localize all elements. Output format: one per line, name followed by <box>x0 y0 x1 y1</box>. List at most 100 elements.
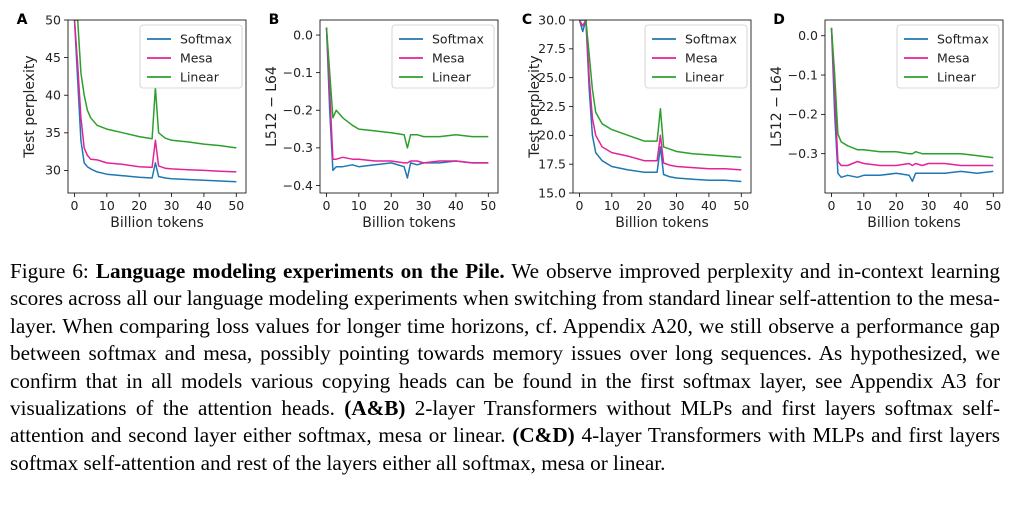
x-tick-label: 30 <box>669 198 685 213</box>
x-axis-label: Billion tokens <box>110 215 204 231</box>
y-tick-label: 45 <box>45 50 61 65</box>
chart-panel-a: A 0 10 20 30 40 50 30 35 40 45 50 Billion tokens Test… <box>0 0 252 236</box>
chart-panel-d: D 0 10 20 30 40 50 0.0 −0.1 −0.2 −0.3 Billion token… <box>757 0 1009 236</box>
y-tick-label: 50 <box>45 12 61 27</box>
figure-panels: A 0 10 20 30 40 50 30 35 40 45 50 Billion tokens Test… <box>0 0 1010 236</box>
legend-label-softmax: Softmax <box>685 32 737 47</box>
panel-letter: B <box>269 12 280 28</box>
legend-label-mesa: Mesa <box>685 51 718 66</box>
y-tick-label: 35 <box>45 125 61 140</box>
chart-svg-c: C 0 10 20 30 40 50 15.0 17.5 20.0 22.5 25.0 27.5 30.0… <box>522 12 752 231</box>
y-tick-label: 15.0 <box>538 185 566 200</box>
x-tick-label: 10 <box>99 198 115 213</box>
y-tick-label: 25.0 <box>538 70 566 85</box>
series-line-softmax <box>578 20 742 183</box>
x-tick-label: 30 <box>416 198 432 213</box>
legend-box <box>644 24 748 89</box>
series-line-softmax <box>325 27 489 179</box>
x-tick-label: 50 <box>480 198 496 213</box>
y-tick-label: −0.3 <box>788 146 818 161</box>
legend-box <box>139 24 243 89</box>
figure-caption: Figure 6: Language modeling experiments … <box>10 258 1000 477</box>
chart-svg-b: B 0 10 20 30 40 50 0.0 −0.1 −0.2 −0.3 −0.4 Billion t… <box>264 12 499 231</box>
x-axis-label: Billion tokens <box>615 215 709 231</box>
series-line-linear <box>579 20 742 158</box>
y-tick-label: 17.5 <box>538 156 566 171</box>
legend-label-softmax: Softmax <box>180 32 232 47</box>
legend-box <box>391 24 495 89</box>
y-tick-label: −0.1 <box>283 65 313 80</box>
y-tick-label: 30 <box>45 163 61 178</box>
figure-label: Figure 6: <box>10 259 89 283</box>
x-tick-label: 40 <box>448 198 464 213</box>
x-tick-label: 0 <box>70 198 78 213</box>
chart-panel-b: B 0 10 20 30 40 50 0.0 −0.1 −0.2 −0.3 −0.4 Billion t… <box>252 0 504 236</box>
figure-title: Language modeling experiments on the Pil… <box>95 259 505 283</box>
legend-label-softmax: Softmax <box>937 32 989 47</box>
x-tick-label: 40 <box>196 198 212 213</box>
legend-label-mesa: Mesa <box>180 51 213 66</box>
series-line-linear <box>830 27 994 159</box>
plot-frame <box>319 19 499 194</box>
x-tick-label: 10 <box>351 198 367 213</box>
y-axis-label: L512 − L64 <box>264 66 280 147</box>
y-tick-label: −0.1 <box>788 67 818 82</box>
legend-label-linear: Linear <box>685 70 725 85</box>
legend-label-mesa: Mesa <box>432 51 465 66</box>
x-tick-label: 20 <box>888 198 904 213</box>
y-tick-label: −0.2 <box>788 107 818 122</box>
x-tick-label: 10 <box>856 198 872 213</box>
caption-cd-text: 4-layer Transformers with MLPs and first… <box>10 423 1001 475</box>
y-tick-label: 0.0 <box>798 28 818 43</box>
x-tick-label: 0 <box>322 198 330 213</box>
chart-svg-d: D 0 10 20 30 40 50 0.0 −0.1 −0.2 −0.3 Billion token… <box>769 12 1004 231</box>
series-line-linear <box>74 20 237 149</box>
y-tick-label: 30.0 <box>538 12 566 27</box>
plot-frame <box>824 19 1004 194</box>
y-tick-label: −0.2 <box>283 103 313 118</box>
x-tick-label: 0 <box>827 198 835 213</box>
x-tick-label: 20 <box>383 198 399 213</box>
y-tick-label: 22.5 <box>538 99 566 114</box>
legend-label-linear: Linear <box>937 70 977 85</box>
y-tick-label: 40 <box>45 88 61 103</box>
series-line-linear <box>325 27 489 149</box>
legend-label-linear: Linear <box>180 70 220 85</box>
x-tick-label: 50 <box>228 198 244 213</box>
legend-label-linear: Linear <box>432 70 472 85</box>
x-tick-label: 40 <box>953 198 969 213</box>
x-tick-label: 30 <box>164 198 180 213</box>
x-tick-label: 20 <box>636 198 652 213</box>
x-tick-label: 50 <box>985 198 1001 213</box>
x-tick-label: 30 <box>921 198 937 213</box>
plot-frame <box>67 19 247 194</box>
caption-ab-label: (A&B) <box>344 396 406 421</box>
x-tick-label: 20 <box>131 198 147 213</box>
series-line-mesa <box>73 20 237 173</box>
legend-label-softmax: Softmax <box>432 32 484 47</box>
panel-letter: D <box>773 12 785 28</box>
panel-letter: A <box>17 12 28 28</box>
series-line-softmax <box>830 27 994 182</box>
chart-panel-c: C 0 10 20 30 40 50 15.0 17.5 20.0 22.5 25.0 27.5 30.0… <box>505 0 757 236</box>
caption-ab-text: 2-layer Transformers without MLPs and fi… <box>10 396 1001 448</box>
y-tick-label: 0.0 <box>293 27 313 42</box>
chart-svg-a: A 0 10 20 30 40 50 30 35 40 45 50 Billion tokens Test… <box>17 12 247 231</box>
x-tick-label: 40 <box>701 198 717 213</box>
panel-letter: C <box>522 12 532 28</box>
x-axis-label: Billion tokens <box>867 215 961 231</box>
series-line-mesa <box>325 27 489 164</box>
legend-box <box>896 24 1000 89</box>
series-line-mesa <box>830 27 994 167</box>
y-tick-label: −0.4 <box>283 178 313 193</box>
y-tick-label: −0.3 <box>283 140 313 155</box>
caption-cd-label: (C&D) <box>512 423 575 448</box>
x-tick-label: 50 <box>733 198 749 213</box>
x-tick-label: 0 <box>575 198 583 213</box>
y-axis-label: L512 − L64 <box>769 66 785 147</box>
y-tick-label: 27.5 <box>538 41 566 56</box>
legend-label-mesa: Mesa <box>937 51 970 66</box>
y-axis-label: Test perplexity <box>22 55 38 158</box>
y-axis-label: Test perplexity <box>527 55 543 158</box>
y-tick-label: 20.0 <box>538 128 566 143</box>
